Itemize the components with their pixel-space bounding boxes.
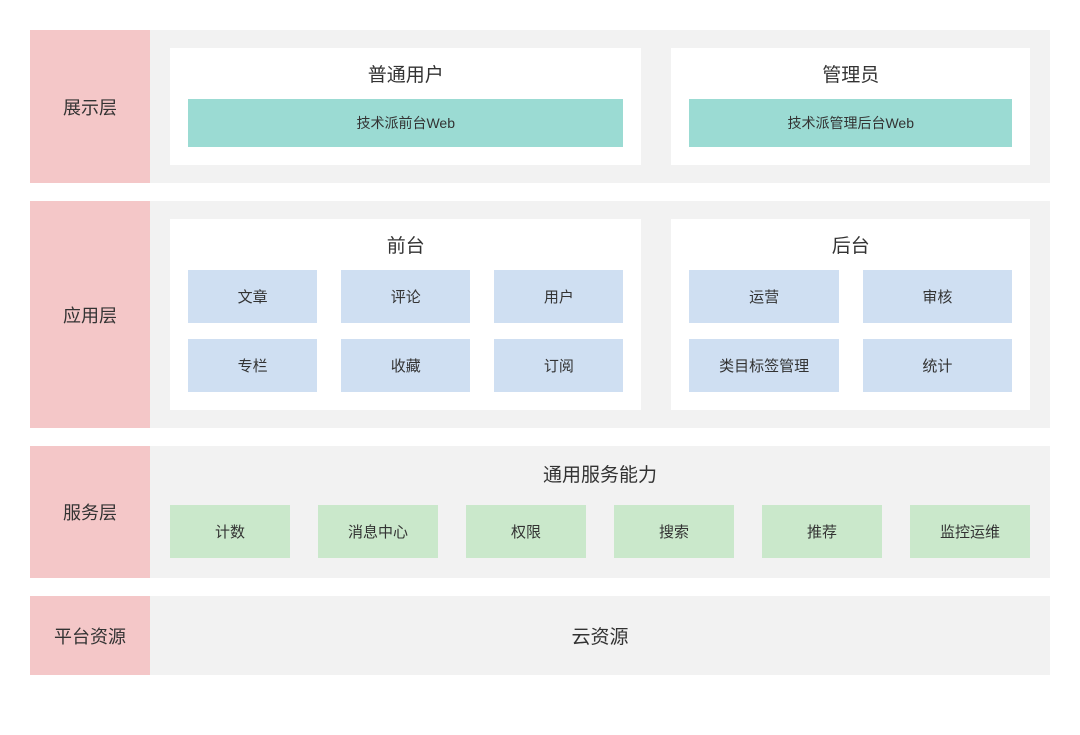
service-cell: 计数 — [170, 505, 290, 558]
application-layer-content: 前台 文章评论用户专栏收藏订阅 后台 运营审核类目标签管理统计 — [150, 201, 1050, 428]
application-right-title: 后台 — [832, 231, 870, 258]
service-cell: 消息中心 — [318, 505, 438, 558]
presentation-left-title: 普通用户 — [368, 60, 444, 87]
application-right-grid: 运营审核类目标签管理统计 — [689, 270, 1012, 392]
platform-layer-label: 平台资源 — [30, 596, 150, 675]
service-cell: 监控运维 — [910, 505, 1030, 558]
app-left-cell: 评论 — [341, 270, 470, 323]
presentation-left-panel: 普通用户 技术派前台Web — [170, 48, 641, 165]
app-left-cell: 文章 — [188, 270, 317, 323]
service-row: 计数消息中心权限搜索推荐监控运维 — [170, 505, 1030, 558]
presentation-layer-label: 展示层 — [30, 30, 150, 183]
application-left-title: 前台 — [387, 231, 425, 258]
service-cell: 推荐 — [762, 505, 882, 558]
app-right-cell: 统计 — [863, 339, 1012, 392]
application-left-panel: 前台 文章评论用户专栏收藏订阅 — [170, 219, 641, 410]
platform-layer-content: 云资源 — [150, 596, 1050, 675]
service-layer-label: 服务层 — [30, 446, 150, 578]
platform-layer-row: 平台资源 云资源 — [30, 596, 1050, 675]
presentation-layer-row: 展示层 普通用户 技术派前台Web 管理员 技术派管理后台Web — [30, 30, 1050, 183]
presentation-right-box: 技术派管理后台Web — [689, 99, 1012, 147]
service-title: 通用服务能力 — [543, 460, 657, 487]
presentation-right-panel: 管理员 技术派管理后台Web — [671, 48, 1030, 165]
app-left-cell: 用户 — [494, 270, 623, 323]
service-layer-content: 通用服务能力 计数消息中心权限搜索推荐监控运维 — [150, 446, 1050, 578]
service-cell: 搜索 — [614, 505, 734, 558]
presentation-left-box: 技术派前台Web — [188, 99, 623, 147]
application-layer-row: 应用层 前台 文章评论用户专栏收藏订阅 后台 运营审核类目标签管理统计 — [30, 201, 1050, 428]
app-right-cell: 审核 — [863, 270, 1012, 323]
service-cell: 权限 — [466, 505, 586, 558]
app-left-cell: 收藏 — [341, 339, 470, 392]
app-right-cell: 类目标签管理 — [689, 339, 838, 392]
application-right-panel: 后台 运营审核类目标签管理统计 — [671, 219, 1030, 410]
presentation-right-title: 管理员 — [822, 60, 879, 87]
service-layer-row: 服务层 通用服务能力 计数消息中心权限搜索推荐监控运维 — [30, 446, 1050, 578]
app-left-cell: 专栏 — [188, 339, 317, 392]
presentation-layer-content: 普通用户 技术派前台Web 管理员 技术派管理后台Web — [150, 30, 1050, 183]
app-left-cell: 订阅 — [494, 339, 623, 392]
application-left-grid: 文章评论用户专栏收藏订阅 — [188, 270, 623, 392]
app-right-cell: 运营 — [689, 270, 838, 323]
application-layer-label: 应用层 — [30, 201, 150, 428]
